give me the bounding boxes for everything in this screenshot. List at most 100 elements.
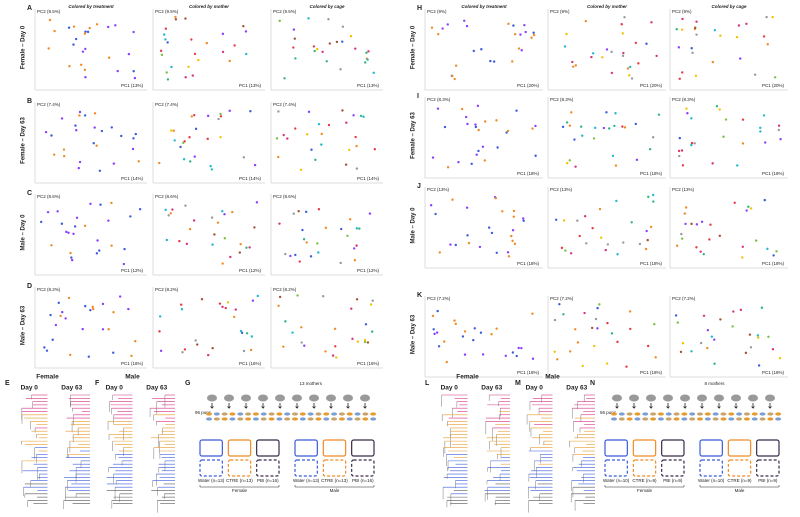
- sample-point: [605, 48, 609, 51]
- panel-letter: G: [185, 380, 191, 387]
- sample-point: [91, 305, 94, 308]
- sample-point: [436, 107, 440, 110]
- sample-point: [505, 131, 508, 134]
- sample-point: [184, 17, 187, 20]
- pup-icon: [323, 417, 330, 421]
- sample-point: [511, 228, 515, 232]
- row-label: Male – Day 63: [21, 305, 27, 345]
- arrow: [751, 403, 755, 409]
- pup-icon: [743, 412, 750, 416]
- sample-point: [574, 165, 577, 168]
- sample-point: [507, 22, 510, 26]
- pup-icon: [775, 412, 782, 416]
- panel-letter: C: [27, 190, 32, 197]
- sample-point: [64, 317, 67, 320]
- sample-point: [480, 48, 483, 51]
- pc1-label: PC1 (13%): [239, 83, 262, 88]
- group-label: Water (n=13): [293, 478, 320, 483]
- sample-point: [167, 214, 170, 217]
- arrow: [312, 403, 316, 409]
- sample-point: [621, 125, 624, 128]
- sample-point: [110, 244, 113, 247]
- sample-point: [778, 357, 782, 360]
- pc1-label: PC1 (18%): [762, 261, 785, 266]
- sample-point: [483, 159, 487, 162]
- group-box: [199, 439, 223, 457]
- sample-point: [191, 74, 194, 77]
- sample-point: [294, 57, 297, 60]
- arrow: [649, 403, 653, 409]
- sample-point: [344, 163, 348, 166]
- sample-point: [531, 312, 534, 315]
- panel-letter: H: [417, 5, 422, 12]
- sample-point: [234, 308, 237, 311]
- sample-point: [741, 245, 744, 248]
- sample-point: [676, 321, 680, 324]
- sample-point: [690, 47, 693, 50]
- sample-point: [566, 161, 569, 165]
- sample-point: [465, 206, 469, 209]
- sample-point: [213, 233, 216, 236]
- sample-point: [706, 346, 709, 350]
- sample-point: [239, 329, 243, 333]
- sample-point: [759, 130, 762, 133]
- sample-point: [297, 209, 300, 213]
- sample-point: [310, 148, 313, 151]
- pup-icon: [221, 412, 228, 416]
- pup-icon: [712, 417, 719, 421]
- pc2-label: PC2 (7.2%): [427, 296, 451, 301]
- sample-point: [467, 241, 471, 245]
- sample-point: [748, 333, 752, 336]
- sample-point: [507, 255, 511, 258]
- sample-point: [62, 148, 66, 151]
- day-label: Day 0: [441, 385, 459, 392]
- sample-point: [690, 222, 693, 226]
- group-label: CTRE (n=9): [632, 478, 657, 483]
- group-box: [351, 439, 375, 457]
- sample-point: [159, 349, 163, 353]
- sample-point: [229, 255, 232, 259]
- arrow: [244, 403, 248, 409]
- sample-point: [67, 296, 71, 300]
- sample-point: [623, 15, 626, 19]
- mouse-icon: [275, 394, 285, 402]
- sample-point: [61, 310, 64, 314]
- sample-point: [165, 71, 168, 74]
- sample-point: [556, 358, 559, 361]
- sample-point: [77, 166, 80, 170]
- pup-icon: [665, 412, 672, 416]
- sample-point: [756, 334, 760, 337]
- sample-point: [313, 49, 316, 53]
- group-box: [322, 439, 347, 457]
- sample-point: [647, 195, 650, 199]
- arrow: [683, 403, 687, 409]
- pc2-label: PC2 (8.3%): [672, 97, 696, 102]
- sample-point: [563, 45, 567, 48]
- sample-point: [351, 337, 354, 341]
- sample-point: [432, 328, 435, 331]
- sample-point: [211, 346, 214, 350]
- pup-icon: [650, 417, 657, 421]
- sample-point: [775, 250, 778, 253]
- sample-point: [49, 313, 52, 317]
- sample-point: [67, 26, 71, 29]
- pc2-label: PC2 (13%): [427, 187, 450, 192]
- sample-point: [501, 210, 504, 213]
- day-label: Day 63: [566, 385, 587, 392]
- pup-icon: [338, 412, 345, 416]
- sample-point: [531, 357, 535, 360]
- group-box: [604, 439, 628, 457]
- sample-point: [348, 218, 352, 221]
- sample-point: [534, 124, 537, 128]
- pc2-label: PC2 (9%): [672, 9, 692, 14]
- sample-point: [472, 49, 475, 53]
- arrow: [700, 403, 704, 409]
- sample-point: [655, 54, 658, 58]
- pc1-label: PC1 (16%): [239, 361, 262, 366]
- pup-icon: [260, 412, 267, 416]
- sample-point: [593, 126, 597, 130]
- sample-point: [611, 154, 615, 158]
- sample-point: [74, 37, 78, 41]
- sample-point: [341, 109, 344, 112]
- sample-point: [576, 219, 579, 222]
